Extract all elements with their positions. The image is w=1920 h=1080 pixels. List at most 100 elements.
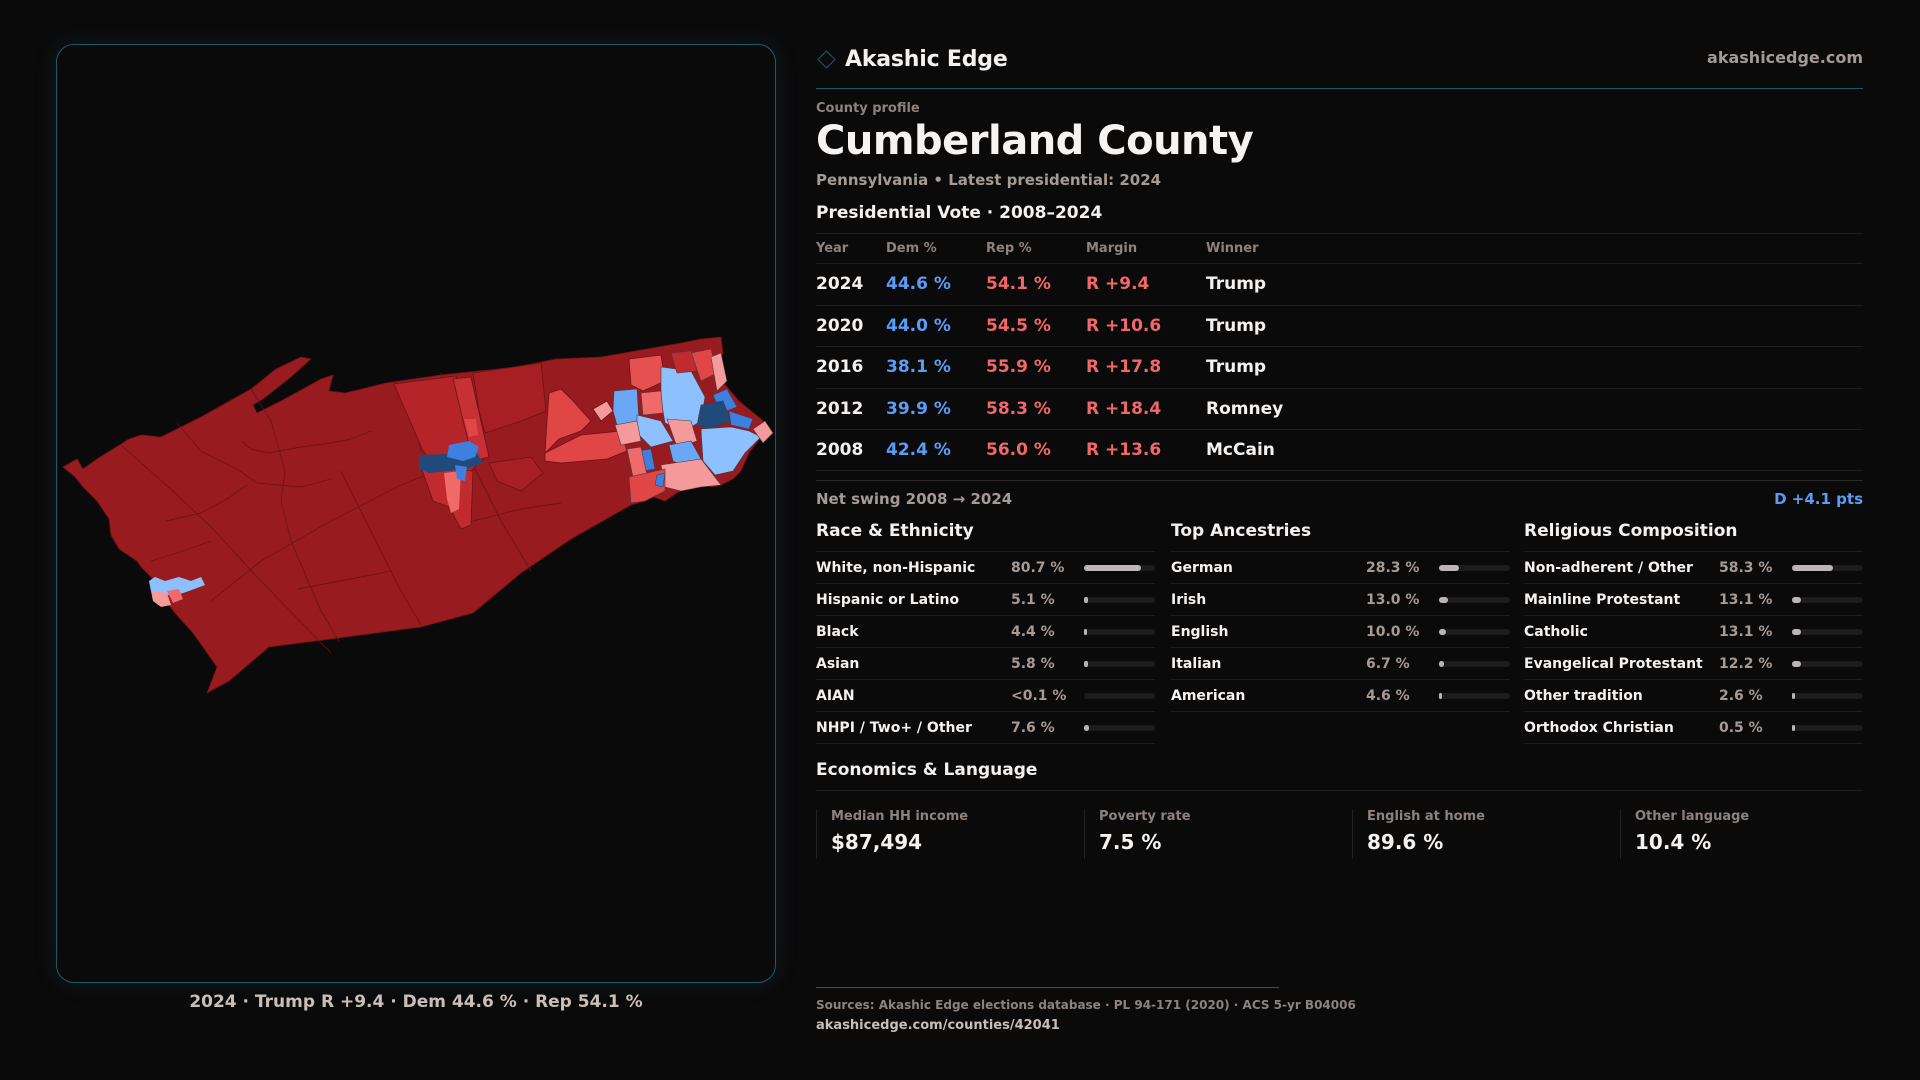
col-header-margin[interactable]: Margin: [1086, 241, 1138, 256]
stat-value: 10.4 %: [1635, 830, 1712, 854]
cell-rep: 56.0 %: [986, 440, 1051, 461]
map-region-precinct[interactable]: [710, 352, 728, 392]
share-bar: [1084, 661, 1155, 667]
item-value: 5.8 %: [1011, 656, 1055, 672]
table-row[interactable]: 2024 44.6 % 54.1 % R +9.4 Trump: [816, 263, 1863, 305]
map-region-precinct[interactable]: [151, 591, 171, 607]
map-region-precinct[interactable]: [447, 441, 479, 461]
col-header-dem[interactable]: Dem %: [886, 241, 937, 256]
map-region-precinct[interactable]: [670, 350, 698, 374]
list-item[interactable]: AIAN <0.1 %: [816, 680, 1155, 712]
map-region-precinct[interactable]: [700, 426, 762, 476]
ancestries-title: Top Ancestries: [1171, 521, 1510, 552]
county-precinct-map[interactable]: [57, 45, 777, 984]
map-region-precinct[interactable]: [654, 472, 666, 488]
cell-rep: 55.9 %: [986, 357, 1051, 378]
cell-year: 2024: [816, 274, 864, 295]
economics-divider: [816, 790, 1863, 791]
list-item[interactable]: German 28.3 %: [1171, 552, 1510, 584]
share-bar: [1792, 565, 1863, 571]
share-bar: [1439, 661, 1510, 667]
table-row[interactable]: 2020 44.0 % 54.5 % R +10.6 Trump: [816, 304, 1863, 347]
list-item[interactable]: Orthodox Christian 0.5 %: [1524, 712, 1863, 744]
list-item[interactable]: Evangelical Protestant 12.2 %: [1524, 648, 1863, 680]
brand[interactable]: Akashic Edge: [816, 44, 1008, 74]
col-header-year[interactable]: Year: [816, 241, 849, 256]
stat-english-at-home: English at home 89.6 %: [1352, 809, 1620, 859]
map-region-precinct[interactable]: [696, 400, 732, 430]
share-bar: [1792, 629, 1863, 635]
map-region-precinct[interactable]: [628, 468, 666, 504]
item-value: 0.5 %: [1719, 720, 1763, 736]
share-bar: [1792, 725, 1863, 731]
map-region-precinct[interactable]: [455, 465, 467, 481]
stat-label: Poverty rate: [1099, 809, 1191, 824]
list-item[interactable]: Asian 5.8 %: [816, 648, 1155, 680]
permalink[interactable]: akashicedge.com/counties/42041: [816, 1018, 1060, 1033]
item-value: 7.6 %: [1011, 720, 1055, 736]
stat-value: $87,494: [831, 830, 923, 854]
item-label: German: [1171, 560, 1233, 576]
site-link[interactable]: akashicedge.com: [1707, 48, 1863, 67]
list-item[interactable]: Black 4.4 %: [816, 616, 1155, 648]
list-item[interactable]: English 10.0 %: [1171, 616, 1510, 648]
table-row[interactable]: 2016 38.1 % 55.9 % R +17.8 Trump: [816, 346, 1863, 388]
map-region-precinct[interactable]: [472, 362, 547, 434]
list-item[interactable]: Other tradition 2.6 %: [1524, 680, 1863, 712]
list-item[interactable]: NHPI / Two+ / Other 7.6 %: [816, 712, 1155, 744]
col-header-rep[interactable]: Rep %: [986, 241, 1032, 256]
list-item[interactable]: American 4.6 %: [1171, 680, 1510, 712]
county-map-panel[interactable]: [56, 44, 776, 983]
share-bar: [1792, 661, 1863, 667]
map-region-precinct[interactable]: [464, 419, 478, 437]
share-bar: [1439, 565, 1510, 571]
map-region-precinct[interactable]: [167, 589, 183, 603]
cell-dem: 44.6 %: [886, 274, 951, 295]
table-row[interactable]: 2008 42.4 % 56.0 % R +13.6 McCain: [816, 429, 1863, 471]
col-header-winner[interactable]: Winner: [1206, 241, 1259, 256]
map-region-precinct[interactable]: [544, 430, 628, 464]
page-kicker: County profile: [816, 101, 920, 116]
table-row[interactable]: 2012 39.9 % 58.3 % R +18.4 Romney: [816, 387, 1863, 430]
stat-label: English at home: [1367, 809, 1485, 824]
item-value: 80.7 %: [1011, 560, 1065, 576]
stat-median-income: Median HH income $87,494: [816, 809, 1084, 859]
map-region-precinct[interactable]: [728, 410, 754, 430]
map-region-precinct[interactable]: [488, 456, 544, 492]
share-bar-fill: [1792, 661, 1801, 667]
cell-winner: Trump: [1206, 357, 1267, 378]
map-region-precinct[interactable]: [444, 471, 461, 513]
map-region-precinct[interactable]: [628, 354, 666, 392]
cell-margin: R +9.4: [1086, 274, 1150, 295]
share-bar-fill: [1792, 597, 1802, 603]
list-item[interactable]: Non-adherent / Other 58.3 %: [1524, 552, 1863, 584]
list-item[interactable]: Italian 6.7 %: [1171, 648, 1510, 680]
item-label: NHPI / Two+ / Other: [816, 720, 972, 736]
cell-winner: Romney: [1206, 399, 1284, 420]
share-bar-fill: [1084, 725, 1090, 731]
map-region-precinct[interactable]: [149, 577, 205, 595]
item-value: 12.2 %: [1719, 656, 1773, 672]
map-region-precinct[interactable]: [752, 420, 774, 444]
map-region-precinct[interactable]: [640, 390, 664, 416]
list-item[interactable]: Catholic 13.1 %: [1524, 616, 1863, 648]
list-item[interactable]: Mainline Protestant 13.1 %: [1524, 584, 1863, 616]
cell-margin: R +17.8: [1086, 357, 1162, 378]
share-bar: [1084, 629, 1155, 635]
diamond-logo-icon: [817, 49, 836, 69]
list-item[interactable]: White, non-Hispanic 80.7 %: [816, 552, 1155, 584]
cell-year: 2016: [816, 357, 864, 378]
item-label: Italian: [1171, 656, 1222, 672]
share-bar-fill: [1084, 597, 1088, 603]
list-item[interactable]: Irish 13.0 %: [1171, 584, 1510, 616]
cell-year: 2012: [816, 399, 864, 420]
share-bar-fill: [1084, 565, 1142, 571]
map-region-precinct[interactable]: [666, 418, 698, 448]
map-region-precinct[interactable]: [544, 388, 592, 455]
list-item[interactable]: Hispanic or Latino 5.1 %: [816, 584, 1155, 616]
religion-section: Religious Composition Non-adherent / Oth…: [1524, 521, 1863, 744]
map-region-precinct[interactable]: [614, 420, 642, 446]
stat-poverty-rate: Poverty rate 7.5 %: [1084, 809, 1352, 859]
map-region-precinct[interactable]: [612, 388, 640, 426]
item-value: 10.0 %: [1366, 624, 1420, 640]
